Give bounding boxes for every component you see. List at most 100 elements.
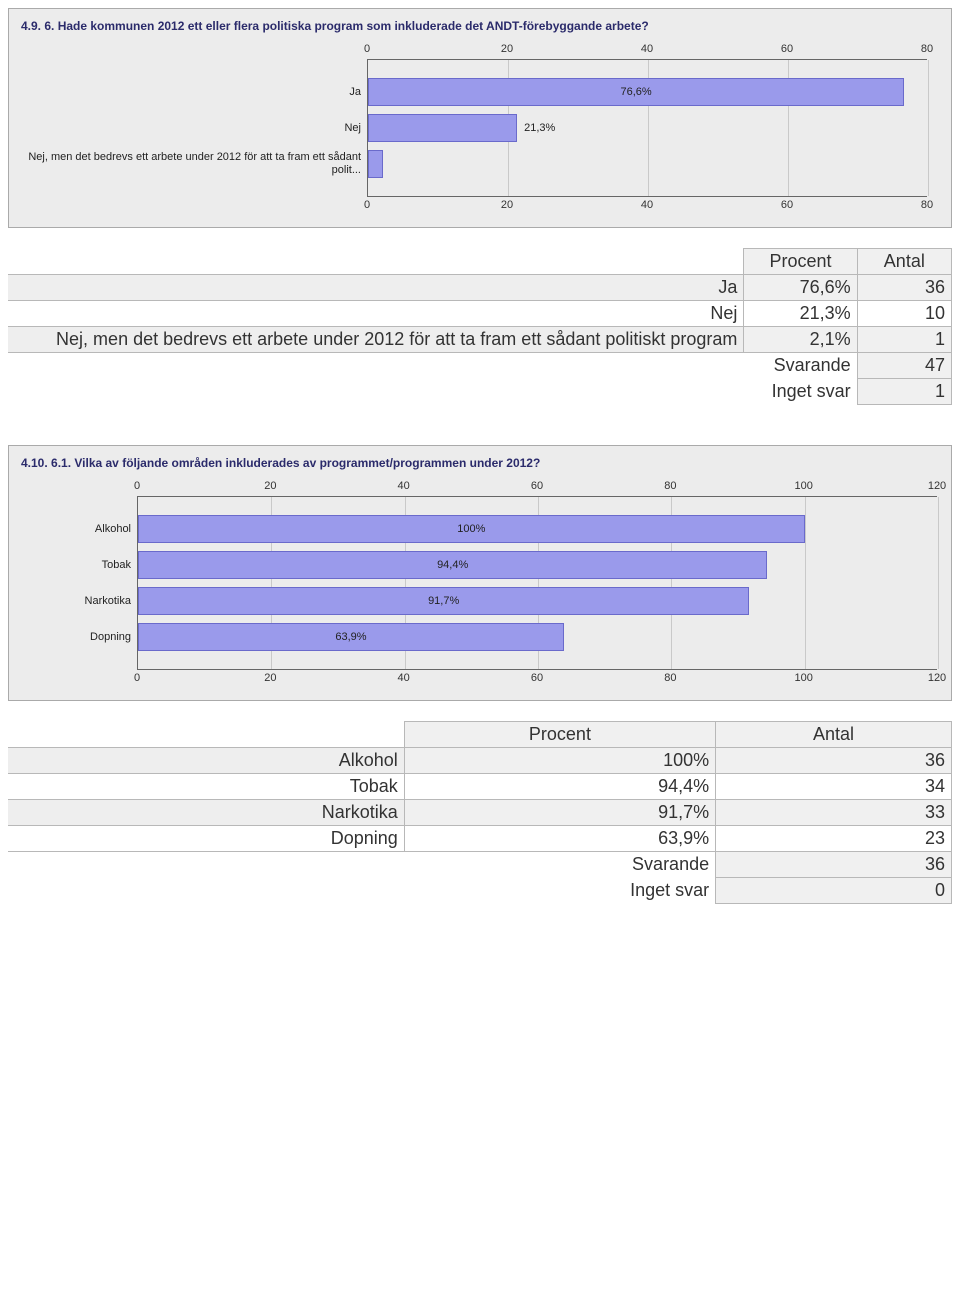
table-cell-procent: 100%	[404, 748, 715, 774]
axis-tick-label: 40	[641, 199, 653, 211]
chart-1-axis-bottom: 0 20 40 60 80	[21, 197, 939, 213]
chart-2-title: 4.10. 6.1. Vilka av följande områden ink…	[21, 456, 939, 470]
chart-2-body: 020406080100120 AlkoholTobakNarkotikaDop…	[21, 480, 939, 686]
table-cell-procent: 76,6%	[744, 275, 857, 301]
axis-tick-label: 120	[928, 672, 946, 684]
table-summary-value: 47	[857, 353, 951, 379]
table-summary-label: Svarande	[8, 353, 857, 379]
axis-tick-label: 80	[664, 672, 676, 684]
chart-category-label: Nej	[21, 114, 361, 142]
axis-tick-label: 0	[134, 480, 140, 492]
table-row: Nej21,3%10	[8, 301, 952, 327]
axis-tick-label: 20	[501, 43, 513, 55]
table-row-label: Narkotika	[8, 800, 404, 826]
chart-1-cat-labels: JaNejNej, men det bedrevs ett arbete und…	[21, 60, 367, 196]
chart-2-plot: 100% 94,4% 91,7% 63,9%	[137, 496, 937, 670]
axis-tick-label: 120	[928, 480, 946, 492]
bar-value-label: 21,3%	[524, 122, 555, 134]
axis-tick-label: 100	[794, 480, 812, 492]
table-cell-procent: 2,1%	[744, 327, 857, 353]
chart-1-top-ticks: 020406080	[367, 43, 927, 59]
bar-value-label: 76,6%	[620, 86, 651, 98]
table-summary-row: Svarande47	[8, 353, 952, 379]
chart-2-top-ticks: 020406080100120	[137, 480, 937, 496]
table-row: Tobak94,4%34	[8, 774, 952, 800]
table-row: Ja76,6%36	[8, 275, 952, 301]
table-row-label: Alkohol	[8, 748, 404, 774]
chart-2-cat-labels: Alkohol Tobak Narkotika Dopning	[21, 497, 137, 669]
axis-tick-label: 40	[398, 672, 410, 684]
axis-tick-label: 60	[781, 199, 793, 211]
table-row-label: Tobak	[8, 774, 404, 800]
table-row: Dopning63,9%23	[8, 826, 952, 852]
table-summary-value: 36	[716, 852, 952, 878]
table-cell-procent: 94,4%	[404, 774, 715, 800]
chart-gridline	[938, 497, 939, 669]
table-summary-value: 1	[857, 379, 951, 405]
chart-category-label: Ja	[21, 78, 361, 106]
table-row: Alkohol100%36	[8, 748, 952, 774]
table-summary-label: Inget svar	[8, 878, 716, 904]
axis-tick-label: 20	[264, 480, 276, 492]
table-header-spacer	[8, 722, 404, 748]
chart-category-label: Narkotika	[21, 587, 131, 615]
table-summary-row: Svarande36	[8, 852, 952, 878]
table-row-label: Dopning	[8, 826, 404, 852]
chart-bar: 94,4%	[138, 551, 767, 579]
chart-2-plot-row: Alkohol Tobak Narkotika Dopning 100% 94,4% 91…	[21, 496, 939, 670]
table-row-label: Ja	[8, 275, 744, 301]
table-header: Procent	[404, 722, 715, 748]
table-row-label: Nej	[8, 301, 744, 327]
table-cell-procent: 21,3%	[744, 301, 857, 327]
axis-tick-label: 20	[501, 199, 513, 211]
table-cell-antal: 36	[857, 275, 951, 301]
table-cell-antal: 34	[716, 774, 952, 800]
table-row-label: Nej, men det bedrevs ett arbete under 20…	[8, 327, 744, 353]
table-header: Procent	[744, 249, 857, 275]
table-summary-row: Inget svar1	[8, 379, 952, 405]
table-summary-label: Inget svar	[8, 379, 857, 405]
axis-tick-label: 0	[364, 199, 370, 211]
chart-1-plot: 76,6% 21,3%	[367, 59, 927, 197]
bar-value-label: 94,4%	[437, 559, 468, 571]
chart-1-bottom-ticks: 020406080	[367, 197, 927, 213]
axis-tick-label: 20	[264, 672, 276, 684]
chart-2-axis-top: 020406080100120	[21, 480, 939, 496]
data-table-2: ProcentAntalAlkohol100%36Tobak94,4%34Nar…	[8, 721, 952, 904]
chart-category-label: Alkohol	[21, 515, 131, 543]
table-cell-antal: 33	[716, 800, 952, 826]
axis-tick-label: 40	[398, 480, 410, 492]
table-row: Nej, men det bedrevs ett arbete under 20…	[8, 327, 952, 353]
chart-1-axis-top: 020406080	[21, 43, 939, 59]
chart-category-label: Dopning	[21, 623, 131, 651]
chart-2-axis-bottom: 020406080100120	[21, 670, 939, 686]
axis-tick-label: 60	[531, 480, 543, 492]
axis-tick-label: 60	[781, 43, 793, 55]
chart-1-body: 020406080 JaNejNej, men det bedrevs ett …	[21, 43, 939, 213]
chart-bar	[368, 150, 383, 178]
chart-1-plot-row: JaNejNej, men det bedrevs ett arbete und…	[21, 59, 939, 197]
bar-value-label: 63,9%	[335, 631, 366, 643]
table-cell-antal: 10	[857, 301, 951, 327]
chart-panel-1: 4.9. 6. Hade kommunen 2012 ett eller fle…	[8, 8, 952, 228]
axis-tick-label: 40	[641, 43, 653, 55]
chart-panel-2: 4.10. 6.1. Vilka av följande områden ink…	[8, 445, 952, 701]
table-summary-row: Inget svar0	[8, 878, 952, 904]
table-cell-antal: 36	[716, 748, 952, 774]
axis-tick-label: 80	[664, 480, 676, 492]
axis-tick-label: 60	[531, 672, 543, 684]
bar-value-label: 91,7%	[428, 595, 459, 607]
table-header-spacer	[8, 249, 744, 275]
bar-value-label: 100%	[457, 523, 485, 535]
chart-bar: 91,7%	[138, 587, 749, 615]
chart-2-bottom-ticks: 020406080100120	[137, 670, 937, 686]
data-table-1: ProcentAntalJa76,6%36Nej21,3%10Nej, men …	[8, 248, 952, 405]
chart-category-label: Tobak	[21, 551, 131, 579]
table-cell-procent: 91,7%	[404, 800, 715, 826]
table-summary-value: 0	[716, 878, 952, 904]
table-cell-antal: 23	[716, 826, 952, 852]
chart-gridline	[928, 60, 929, 196]
axis-tick-label: 80	[921, 43, 933, 55]
chart-1-title: 4.9. 6. Hade kommunen 2012 ett eller fle…	[21, 19, 939, 33]
axis-tick-label: 80	[921, 199, 933, 211]
